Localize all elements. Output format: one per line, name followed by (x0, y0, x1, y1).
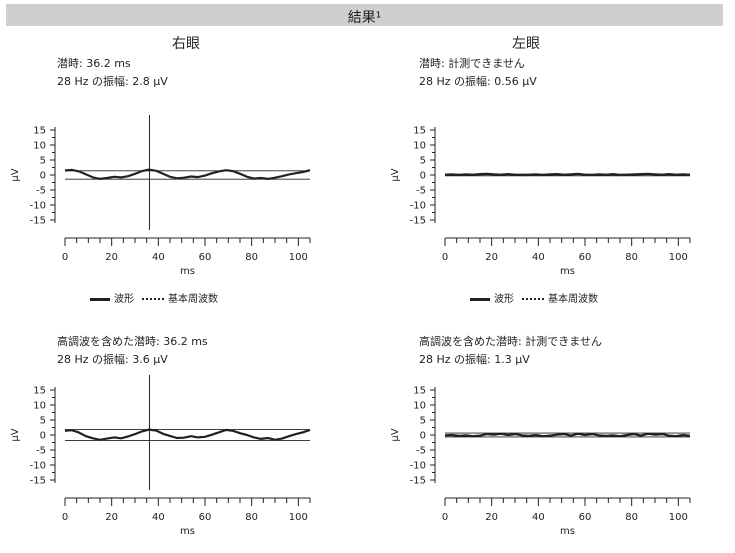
y-tick-label: 10 (33, 401, 46, 412)
y-tick-label: 0 (40, 171, 46, 182)
x-axis-label: ms (560, 526, 575, 537)
left-eye-info: 潜時: 計測できません 28 Hz の振幅: 0.56 μV (419, 55, 537, 91)
y-tick-label: 10 (33, 141, 46, 152)
y-tick-label: -10 (30, 461, 46, 472)
y-axis-label: μV (10, 168, 21, 181)
x-tick-label: 60 (199, 252, 212, 263)
x-tick-label: 60 (579, 252, 592, 263)
x-tick-label: 0 (62, 252, 68, 263)
y-tick-label: 5 (420, 416, 426, 427)
left-harmonic-amplitude: 28 Hz の振幅: 1.3 μV (419, 353, 530, 366)
x-tick-label: 80 (245, 512, 258, 523)
left-legend: 波形 基本周波数 (470, 290, 598, 305)
x-tick-label: 40 (152, 252, 165, 263)
x-tick-label: 0 (62, 512, 68, 523)
x-tick-label: 20 (105, 252, 118, 263)
legend-fundamental: 基本周波数 (548, 294, 598, 305)
x-axis-label: ms (180, 266, 195, 277)
legend-dotted-swatch (142, 298, 164, 300)
right-eye-title: 右眼 (172, 36, 200, 52)
y-tick-label: -5 (36, 446, 46, 457)
waveform-series-line (444, 432, 691, 438)
y-tick-label: 15 (33, 126, 46, 137)
legend-waveform: 波形 (494, 294, 514, 305)
waveform-series-line (444, 172, 691, 177)
y-tick-label: 0 (40, 431, 46, 442)
x-tick-label: 100 (289, 512, 308, 523)
y-tick-label: -15 (410, 476, 426, 487)
y-tick-label: -5 (36, 186, 46, 197)
legend-fundamental: 基本周波数 (168, 294, 218, 305)
x-tick-label: 0 (442, 252, 448, 263)
y-tick-label: 15 (413, 386, 426, 397)
right-legend: 波形 基本周波数 (90, 290, 218, 305)
results-title: 結果¹ (347, 10, 382, 26)
x-tick-label: 40 (532, 512, 545, 523)
x-tick-label: 100 (289, 252, 308, 263)
y-tick-label: 0 (420, 431, 426, 442)
y-axis-label: μV (390, 168, 401, 181)
x-tick-label: 80 (625, 252, 638, 263)
y-tick-label: -5 (416, 186, 426, 197)
x-tick-label: 100 (669, 512, 688, 523)
left-eye-harmonic-info: 高調波を含めた潜時: 計測できません 28 Hz の振幅: 1.3 μV (419, 333, 602, 369)
left-latency: 潜時: 計測できません (419, 57, 525, 70)
right-eye-harmonic-info: 高調波を含めた潜時: 36.2 ms 28 Hz の振幅: 3.6 μV (57, 333, 208, 369)
legend-solid-swatch (90, 297, 110, 301)
legend-solid-swatch (470, 297, 490, 301)
right-eye-waveform-chart: 15 10 5 0 -5 -10 -15 μV 0 20 40 60 80 100 ms (10, 115, 311, 277)
right-amplitude: 28 Hz の振幅: 2.8 μV (57, 75, 168, 88)
y-tick-label: 10 (413, 401, 426, 412)
x-tick-label: 20 (485, 252, 498, 263)
y-axis-label: μV (390, 428, 401, 441)
x-tick-label: 20 (485, 512, 498, 523)
legend-waveform: 波形 (114, 294, 134, 305)
x-axis-label: ms (560, 266, 575, 277)
y-tick-label: 5 (420, 156, 426, 167)
left-amplitude: 28 Hz の振幅: 0.56 μV (419, 75, 537, 88)
x-tick-label: 20 (105, 512, 118, 523)
y-axis-label: μV (10, 428, 21, 441)
results-header-bar: 結果¹ (6, 4, 723, 26)
left-harmonic-latency: 高調波を含めた潜時: 計測できません (419, 335, 602, 348)
right-latency: 潜時: 36.2 ms (57, 57, 131, 70)
x-tick-label: 0 (442, 512, 448, 523)
x-tick-label: 80 (625, 512, 638, 523)
right-eye-info: 潜時: 36.2 ms 28 Hz の振幅: 2.8 μV (57, 55, 168, 91)
x-tick-label: 40 (152, 512, 165, 523)
left-eye-waveform-chart: 15 10 5 0 -5 -10 -15 μV 0 20 40 60 80 100 ms (390, 126, 691, 277)
y-tick-label: -15 (30, 216, 46, 227)
y-tick-label: -10 (30, 201, 46, 212)
x-tick-label: 60 (579, 512, 592, 523)
y-tick-label: -10 (410, 201, 426, 212)
y-tick-label: -5 (416, 446, 426, 457)
waveform-series-line (64, 428, 311, 441)
x-tick-label: 100 (669, 252, 688, 263)
y-tick-label: 0 (420, 171, 426, 182)
left-eye-harmonic-chart: 15 10 5 0 -5 -10 -15 μV 0 20 40 60 80 100 ms (390, 386, 691, 537)
x-tick-label: 40 (532, 252, 545, 263)
right-eye-harmonic-chart: 15 10 5 0 -5 -10 -15 μV 0 20 40 60 80 100 ms (10, 375, 311, 537)
legend-dotted-swatch (522, 298, 544, 300)
y-tick-label: -10 (410, 461, 426, 472)
x-axis-label: ms (180, 526, 195, 537)
x-tick-label: 80 (245, 252, 258, 263)
y-tick-label: 15 (413, 126, 426, 137)
left-eye-title: 左眼 (512, 36, 540, 52)
x-tick-label: 60 (199, 512, 212, 523)
y-tick-label: 5 (40, 156, 46, 167)
y-tick-label: 10 (413, 141, 426, 152)
y-tick-label: 5 (40, 416, 46, 427)
right-harmonic-amplitude: 28 Hz の振幅: 3.6 μV (57, 353, 168, 366)
y-tick-label: -15 (410, 216, 426, 227)
right-harmonic-latency: 高調波を含めた潜時: 36.2 ms (57, 335, 208, 348)
waveform-series-line (64, 168, 311, 181)
y-tick-label: 15 (33, 386, 46, 397)
y-tick-label: -15 (30, 476, 46, 487)
